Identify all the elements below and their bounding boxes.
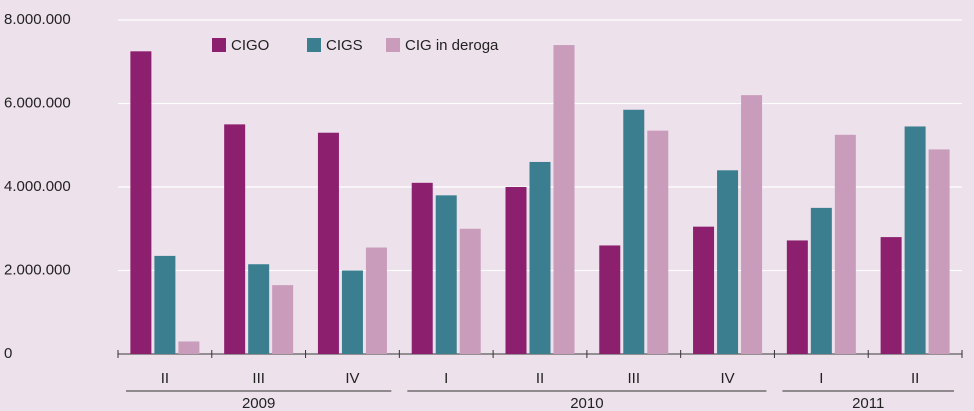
bar — [810, 207, 832, 354]
bar — [647, 130, 669, 354]
bar — [317, 132, 339, 354]
bar — [904, 126, 926, 355]
x-tick-label: III — [252, 370, 265, 387]
bar — [786, 240, 808, 354]
bar — [365, 247, 387, 354]
bar — [623, 109, 645, 354]
group-label: 2009 — [242, 395, 275, 411]
bar — [154, 255, 176, 354]
x-tick-label: IV — [720, 370, 734, 387]
x-tick-label: II — [161, 370, 169, 387]
bar — [272, 285, 294, 354]
legend-swatch — [386, 38, 400, 52]
group-label: 2010 — [570, 395, 603, 411]
legend-label: CIGO — [231, 37, 269, 54]
legend-label: CIG in deroga — [405, 37, 499, 54]
x-tick-label: I — [444, 370, 448, 387]
bar — [130, 51, 152, 354]
y-tick-label: 8.000.000 — [4, 11, 71, 28]
y-tick-label: 2.000.000 — [4, 261, 71, 278]
legend-swatch — [212, 38, 226, 52]
bar — [248, 264, 270, 354]
bar — [224, 124, 246, 354]
bar — [411, 182, 433, 354]
x-tick-label: II — [536, 370, 544, 387]
bar — [459, 228, 481, 354]
legend-label: CIGS — [326, 37, 363, 54]
bar — [693, 226, 715, 354]
bar — [553, 45, 575, 355]
bar — [834, 134, 856, 354]
x-tick-label: I — [819, 370, 823, 387]
x-tick-label: III — [628, 370, 641, 387]
y-tick-label: 4.000.000 — [4, 178, 71, 195]
bar — [717, 170, 739, 354]
y-tick-label: 0 — [4, 345, 12, 362]
legend-swatch — [307, 38, 321, 52]
bar — [741, 95, 763, 355]
bar — [599, 245, 621, 354]
group-label: 2011 — [852, 395, 884, 411]
y-tick-label: 6.000.000 — [4, 94, 71, 111]
x-tick-label: IV — [345, 370, 359, 387]
bar — [529, 161, 551, 354]
x-tick-label: II — [911, 370, 919, 387]
bar — [435, 195, 457, 354]
bar — [928, 149, 950, 354]
bar — [178, 341, 200, 354]
bar — [505, 187, 527, 354]
bar — [341, 270, 363, 354]
bar — [880, 237, 902, 354]
